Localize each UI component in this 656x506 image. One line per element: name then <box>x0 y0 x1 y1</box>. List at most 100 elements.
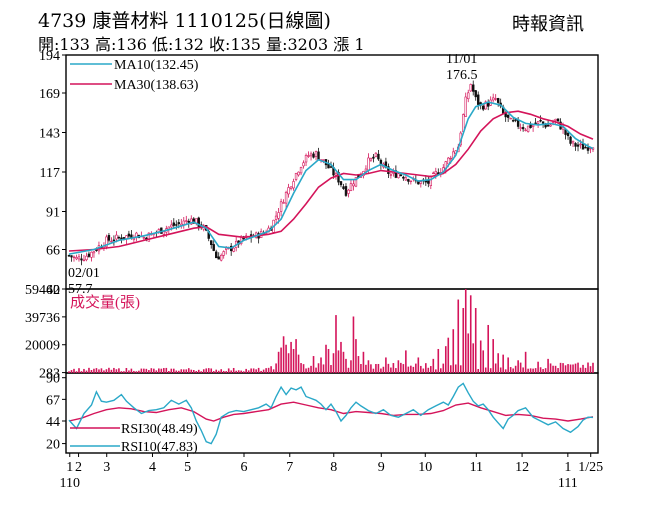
volume-bar <box>305 368 307 373</box>
volume-bar <box>173 368 175 373</box>
volume-bar <box>564 365 567 373</box>
volume-bar <box>317 363 320 373</box>
price-tick-label: 143 <box>39 126 60 141</box>
volume-bar <box>302 364 305 373</box>
candle-body <box>312 153 315 158</box>
candle-body <box>342 186 345 189</box>
candle-body <box>82 259 86 262</box>
volume-bar <box>315 367 317 373</box>
candle-body <box>494 98 497 100</box>
candle-body <box>519 127 522 129</box>
volume-bar <box>267 367 270 373</box>
volume-bar <box>554 365 557 373</box>
volume-bar <box>260 370 262 373</box>
volume-bar <box>469 295 472 373</box>
volume-bar <box>372 368 375 373</box>
volume-bar <box>532 368 534 373</box>
candle-body <box>217 256 220 260</box>
volume-bar <box>425 363 427 373</box>
volume-bar <box>307 367 310 373</box>
candle-body <box>135 232 138 238</box>
candle-body <box>561 127 565 130</box>
volume-bar <box>175 370 178 373</box>
candle-body <box>449 157 452 160</box>
high-annotation-value: 176.5 <box>446 68 478 83</box>
x-tick-label: 4 <box>149 460 156 475</box>
volume-bar <box>464 289 467 373</box>
volume-bar <box>230 370 232 373</box>
volume-bar <box>504 369 507 373</box>
volume-bar <box>507 357 509 373</box>
volume-bar <box>80 371 83 373</box>
candle-body <box>90 251 93 258</box>
candle-body <box>584 146 587 149</box>
candle-body <box>556 118 560 122</box>
volume-bar <box>589 366 592 373</box>
candle-body <box>511 120 515 122</box>
candle-body <box>132 238 136 241</box>
volume-bar <box>519 362 522 373</box>
candle-body <box>287 187 290 195</box>
volume-bar <box>295 339 297 373</box>
candle-body <box>377 153 380 160</box>
volume-bar <box>457 299 460 373</box>
candle-body <box>576 144 580 147</box>
volume-bar <box>192 370 195 373</box>
volume-bar <box>148 370 150 373</box>
candle-body <box>496 98 500 103</box>
volume-bar <box>237 370 240 373</box>
x-tick-label: 10 <box>418 460 432 475</box>
volume-bar <box>78 368 80 373</box>
volume-bar <box>320 357 322 373</box>
candle-body <box>549 124 552 127</box>
volume-bar <box>310 365 312 373</box>
volume-bar <box>557 368 559 373</box>
stock-code: 4739 <box>38 10 87 32</box>
candle-body <box>571 140 575 144</box>
candle-body <box>197 217 200 227</box>
candle-body <box>210 240 213 246</box>
volume-bar <box>75 371 78 373</box>
candle-body <box>317 151 320 160</box>
volume-bar <box>342 351 345 373</box>
volume-bar <box>195 371 198 373</box>
volume-bar <box>534 368 537 373</box>
candle-body <box>434 171 437 175</box>
candle-body <box>432 172 435 175</box>
volume-bar <box>449 365 452 373</box>
candle-body <box>107 235 111 241</box>
candle-body <box>87 253 91 257</box>
volume-bar <box>88 367 90 373</box>
candle-body <box>212 244 215 251</box>
volume-bar <box>370 364 372 373</box>
volume-bar <box>472 343 475 373</box>
volume-bar <box>569 364 572 373</box>
candle-body <box>374 152 378 157</box>
volume-bar <box>265 368 267 373</box>
candle-body <box>566 132 570 137</box>
candle-body <box>344 186 348 196</box>
volume-bar <box>572 364 574 373</box>
volume-bar <box>502 354 504 373</box>
rsi-tick-label: 90 <box>46 372 60 387</box>
candle-body <box>292 181 295 189</box>
candle-body <box>462 114 465 132</box>
volume-bar <box>215 369 218 373</box>
volume-bar <box>158 368 160 373</box>
stock-title: 4739 康普材料 1110125(日線圖) <box>38 6 331 33</box>
candle-body <box>322 159 325 161</box>
candle-body <box>349 183 353 191</box>
volume-bar <box>417 357 420 373</box>
volume-bar <box>355 339 357 373</box>
rsi30-legend-label: RSI30(48.49) <box>121 422 198 437</box>
volume-bar <box>168 370 170 373</box>
candle-body <box>192 218 195 224</box>
volume-bar <box>280 347 282 373</box>
volume-bar <box>125 367 128 373</box>
candle-body <box>294 173 298 180</box>
high-annotation-date: 11/01 <box>446 52 477 67</box>
ma30-legend-label: MA30(138.63) <box>114 78 199 93</box>
volume-bar <box>435 369 437 373</box>
volume-bar <box>100 368 103 373</box>
volume-bar <box>242 371 245 373</box>
